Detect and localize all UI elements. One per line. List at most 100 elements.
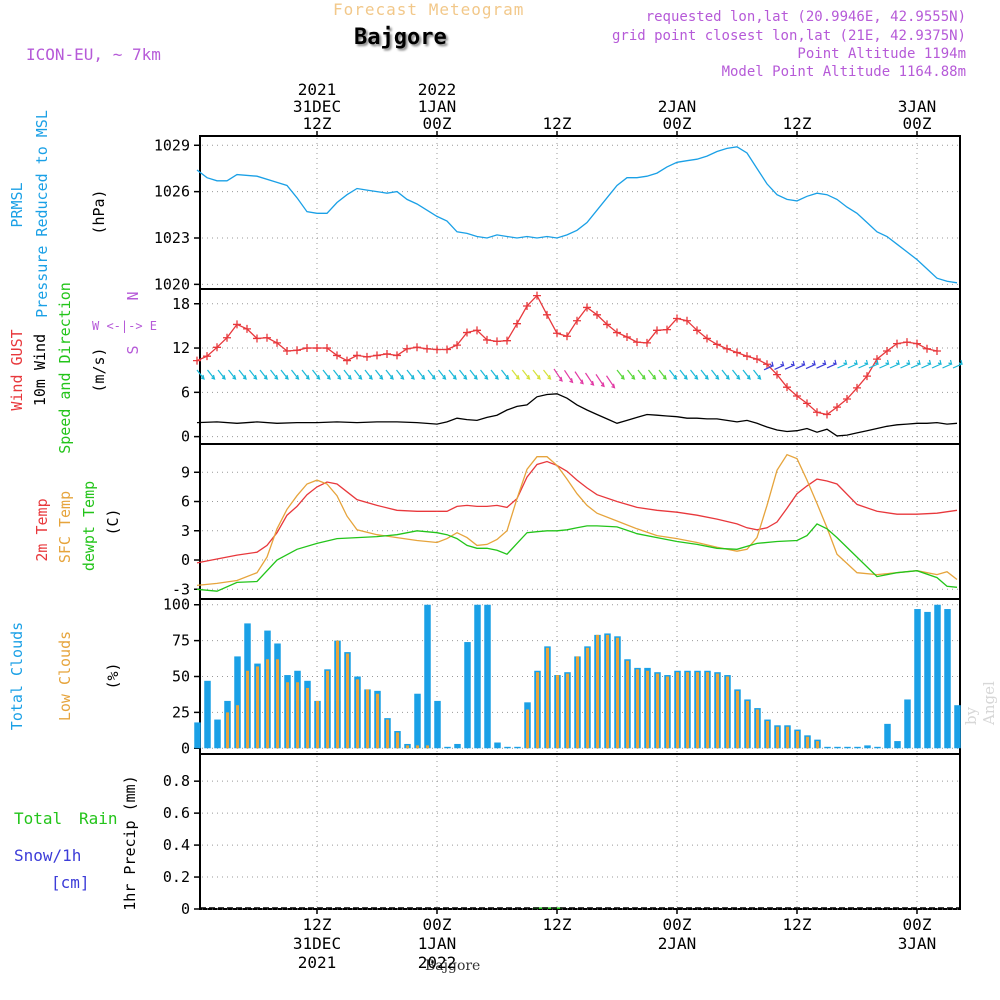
low-clouds-bar	[756, 709, 759, 749]
wind-direction-arrow	[354, 369, 363, 380]
wind-arrow-head	[558, 376, 563, 382]
wind-direction-arrow	[469, 369, 478, 380]
wind-arrow-shaft	[742, 369, 751, 380]
wind-direction-arrow	[543, 369, 552, 380]
total-clouds-label: Total Clouds	[8, 622, 26, 730]
wind-arrow-head	[242, 374, 247, 380]
wind-arrow-head	[769, 361, 774, 367]
wind-arrow-head	[715, 374, 720, 380]
gust-marker	[423, 344, 431, 353]
gust-marker	[283, 347, 291, 355]
legend-total: Total	[14, 809, 62, 828]
wind-arrow-head	[822, 360, 827, 366]
gust-marker	[883, 347, 891, 355]
wind-arrow-head	[600, 382, 605, 388]
gust-marker	[253, 334, 261, 343]
wind-arrow-head	[211, 374, 216, 380]
wind-direction-arrow	[837, 359, 848, 369]
total-clouds-bar	[824, 746, 831, 749]
wind-arrow-head	[725, 374, 730, 380]
wind-arrow-shaft	[889, 363, 900, 369]
gust-marker	[673, 314, 681, 323]
wind-arrow-shaft	[249, 369, 257, 380]
wind-arrow-head	[906, 359, 911, 365]
wind-arrow-head	[316, 374, 321, 380]
low-clouds-bar	[336, 640, 339, 749]
gust-marker	[743, 352, 751, 361]
low-clouds-bar	[626, 660, 629, 749]
wind-arrow-head	[916, 359, 921, 365]
wind-direction-arrow	[627, 369, 636, 380]
gust-marker	[813, 408, 821, 417]
gust-marker	[453, 341, 461, 350]
wind-direction-arrow	[616, 369, 625, 380]
total-clouds-bar	[504, 746, 511, 749]
y-tick-label: 0.4	[163, 836, 190, 854]
location-title: Bajgore	[354, 25, 447, 50]
gust-marker	[583, 303, 591, 312]
low-clouds-bar	[796, 731, 799, 749]
wind-arrow-shaft	[448, 369, 457, 380]
wind-arrow-shaft	[585, 372, 594, 386]
wind-direction-arrow	[900, 359, 911, 369]
legend-cm: [cm]	[51, 873, 90, 892]
gust-marker	[633, 338, 641, 347]
y-tick-label: 0.6	[163, 804, 190, 822]
gust-marker	[703, 334, 711, 343]
wind-arrow-head	[736, 374, 741, 380]
gust-marker	[683, 316, 691, 325]
wind-arrow-head	[379, 374, 384, 380]
wind-direction-arrow	[228, 369, 237, 380]
wind-arrow-head	[641, 374, 646, 380]
compass-south: S	[124, 345, 142, 354]
wind-direction-arrow	[669, 369, 678, 380]
wind-direction-arrow	[490, 369, 499, 380]
wind-arrow-head	[620, 374, 625, 380]
top-time-label: 31DEC	[293, 97, 341, 116]
low-clouds-bar	[816, 741, 819, 749]
gust-marker	[843, 394, 851, 403]
legend-rain: Rain	[79, 809, 118, 828]
wind-arrow-head	[790, 361, 795, 367]
gust-marker	[613, 328, 621, 337]
total-clouds-bar	[464, 642, 471, 749]
pressure-line	[196, 146, 958, 284]
wind-arrow-head	[284, 374, 289, 380]
wind-direction-arrow	[753, 369, 762, 380]
wind-direction-arrow	[322, 369, 331, 380]
wind-direction-arrow	[889, 359, 900, 369]
low-clouds-bar	[416, 745, 419, 749]
total-clouds-bar	[924, 611, 931, 749]
low-clouds-bar	[256, 666, 259, 749]
wind-arrow-head	[337, 374, 342, 380]
wind-arrow-head	[473, 374, 478, 380]
gust-marker	[323, 344, 331, 353]
wind-arrow-shaft	[774, 364, 784, 371]
wind-arrow-shaft	[501, 369, 509, 380]
grid-point-coordinates: grid point closest lon,lat (21E, 42.9375…	[611, 28, 966, 44]
wind-gust-label: Wind GUST	[8, 329, 26, 410]
wind-direction-arrow	[921, 359, 932, 369]
wind-arrow-head	[295, 374, 300, 380]
low-clouds-bar	[736, 690, 739, 749]
gust-marker	[233, 320, 241, 329]
wind-direction-arrow	[511, 369, 520, 380]
wind-10m-label: 10m Wind	[31, 334, 49, 406]
gust-marker	[393, 351, 401, 360]
wind-arrow-shaft	[553, 368, 563, 382]
gust-marker	[603, 320, 611, 329]
bottom-time-label: 1JAN	[418, 934, 457, 953]
wind-arrow-shaft	[616, 369, 625, 380]
y-tick-label: -3	[172, 580, 190, 598]
low-clouds-bar	[226, 712, 229, 749]
wind-arrow-head	[536, 374, 541, 380]
wind-arrow-shaft	[910, 363, 921, 369]
wind-arrow-head	[526, 374, 531, 380]
wind-direction-arrow	[196, 369, 205, 380]
wind-arrow-shaft	[847, 363, 858, 369]
low-clouds-bar	[726, 676, 729, 749]
wind-arrow-shaft	[280, 369, 289, 380]
wind-direction-arrow	[312, 369, 321, 380]
wind-direction-arrow	[459, 369, 468, 380]
